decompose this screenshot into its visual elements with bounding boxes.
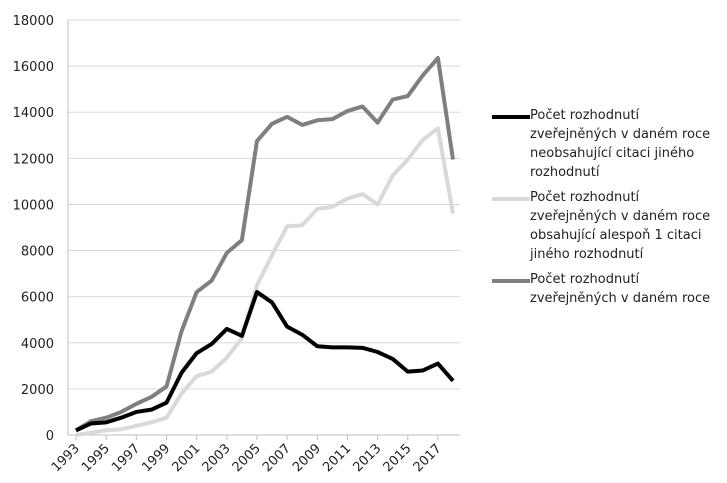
- series-line: [75, 126, 455, 437]
- legend-label: Počet rozhodnutí zveřejněných v daném ro…: [530, 108, 711, 180]
- legend-item: Počet rozhodnutí zveřejněných v daném ro…: [492, 188, 724, 264]
- legend-label: Počet rozhodnutí zveřejněných v daném ro…: [530, 272, 711, 306]
- legend-swatch: [492, 115, 530, 119]
- series-line: [74, 56, 455, 433]
- y-tick-label: 10000: [13, 198, 54, 213]
- x-tick-label: 1993: [49, 441, 83, 475]
- series-line: [75, 290, 455, 433]
- y-tick-label: 6000: [21, 291, 54, 306]
- y-tick-label: 0: [46, 429, 54, 444]
- legend-label: Počet rozhodnutí zveřejněných v daném ro…: [530, 190, 711, 262]
- y-tick-label: 14000: [13, 106, 54, 121]
- legend-swatch: [492, 279, 530, 283]
- x-tick-label: 2003: [200, 441, 234, 475]
- y-tick-label: 2000: [21, 383, 54, 398]
- x-tick-label: 1997: [109, 441, 143, 475]
- y-tick-label: 4000: [21, 337, 54, 352]
- x-tick-label: 2013: [350, 441, 384, 475]
- y-tick-label: 18000: [13, 14, 54, 29]
- x-tick-label: 2001: [169, 441, 203, 475]
- x-tick-label: 2007: [260, 441, 294, 475]
- x-tick-label: 2011: [320, 441, 354, 475]
- x-tick-label: 2017: [411, 441, 445, 475]
- y-tick-label: 12000: [13, 152, 54, 167]
- x-tick-label: 2005: [230, 441, 264, 475]
- legend-item: Počet rozhodnutí zveřejněných v daném ro…: [492, 270, 724, 308]
- y-tick-label: 8000: [21, 245, 54, 260]
- x-tick-label: 1995: [79, 441, 113, 475]
- legend-item: Počet rozhodnutí zveřejněných v daném ro…: [492, 106, 724, 182]
- x-tick-label: 1999: [139, 441, 173, 475]
- legend: Počet rozhodnutí zveřejněných v daném ro…: [492, 106, 724, 314]
- legend-swatch: [492, 197, 530, 201]
- x-tick-label: 2009: [290, 441, 324, 475]
- y-tick-label: 16000: [13, 60, 54, 75]
- x-tick-label: 2015: [381, 441, 415, 475]
